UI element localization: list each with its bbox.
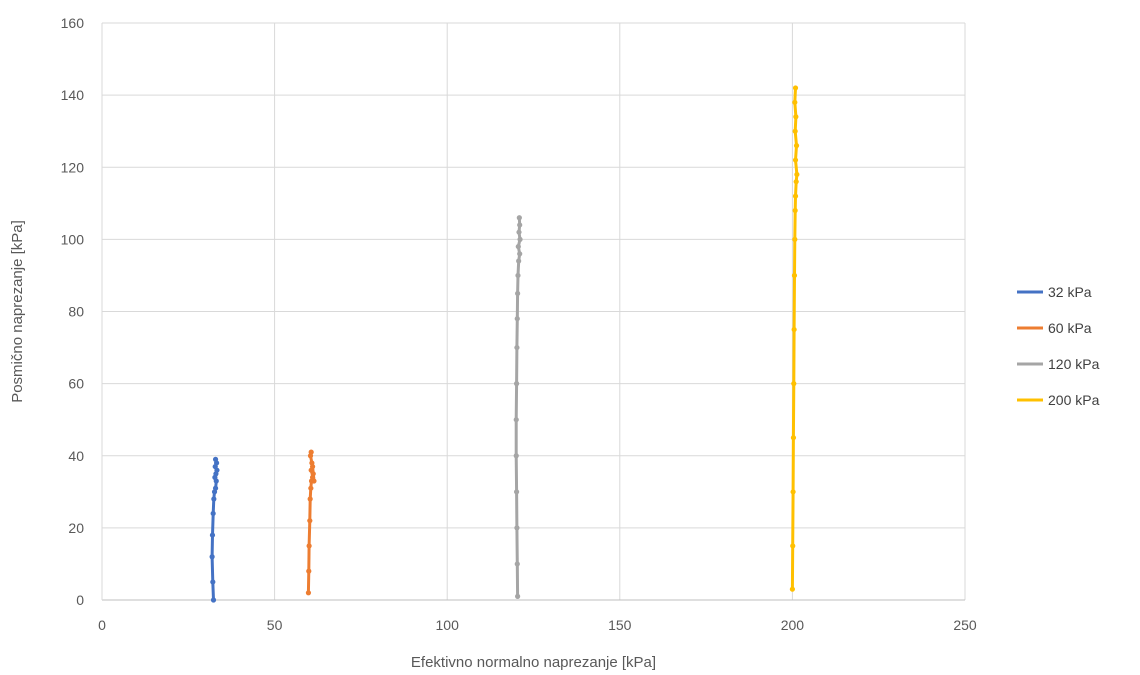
data-point — [210, 579, 216, 585]
legend-item: 32 kPa — [1017, 284, 1092, 300]
data-point — [793, 114, 799, 120]
x-tick-label: 50 — [267, 617, 283, 633]
data-point — [513, 417, 519, 423]
legend-item: 60 kPa — [1017, 320, 1092, 336]
axes — [101, 23, 965, 601]
data-point — [210, 597, 217, 603]
legend-label: 120 kPa — [1048, 356, 1100, 372]
x-axis-title: Efektivno normalno naprezanje [kPa] — [411, 654, 656, 671]
legend-label: 200 kPa — [1048, 392, 1100, 408]
legend-label: 32 kPa — [1048, 284, 1092, 300]
data-point — [515, 593, 521, 599]
y-axis-title: Posmično naprezanje [kPa] — [9, 220, 26, 403]
data-point — [517, 251, 523, 257]
x-tick-label: 200 — [781, 617, 805, 633]
data-point — [792, 207, 798, 214]
x-tick-label: 0 — [98, 617, 106, 633]
data-point — [514, 344, 520, 351]
data-point — [306, 568, 312, 574]
data-point — [311, 478, 317, 484]
data-point — [792, 193, 799, 199]
data-point — [794, 171, 800, 178]
y-tick-label: 20 — [68, 520, 84, 536]
data-point — [791, 272, 798, 279]
x-tick-label: 100 — [436, 617, 460, 633]
data-point — [515, 272, 521, 279]
y-tick-label: 140 — [61, 87, 85, 103]
series-2 — [513, 215, 523, 599]
data-point — [212, 456, 219, 462]
series-line — [790, 86, 799, 591]
data-point — [793, 179, 799, 185]
data-point — [309, 460, 315, 466]
gridlines — [102, 22, 966, 600]
data-point — [792, 128, 798, 134]
data-point — [514, 316, 520, 322]
data-point — [792, 236, 798, 242]
y-tick-label: 80 — [68, 304, 84, 320]
y-tick-label: 160 — [61, 15, 85, 31]
data-point — [513, 489, 520, 495]
data-point — [308, 485, 314, 491]
data-point — [792, 99, 798, 105]
data-point — [792, 157, 799, 163]
series-3 — [789, 85, 800, 592]
data-point — [516, 258, 522, 264]
data-point — [515, 290, 521, 297]
series-0 — [209, 456, 220, 603]
data-point — [516, 229, 522, 235]
data-point — [307, 496, 313, 502]
data-point — [209, 554, 215, 560]
data-point — [513, 453, 519, 459]
data-point — [790, 543, 796, 549]
data-point — [305, 590, 312, 596]
data-point — [210, 510, 216, 517]
y-tick-label: 0 — [76, 592, 84, 608]
data-point — [513, 381, 520, 387]
data-point — [514, 561, 520, 567]
data-point — [517, 236, 523, 242]
y-tick-label: 60 — [68, 376, 84, 392]
data-point — [792, 85, 799, 91]
data-point — [514, 525, 520, 531]
data-point — [517, 222, 523, 228]
data-point — [790, 435, 797, 441]
data-point — [515, 243, 521, 250]
data-point — [308, 449, 314, 455]
data-point — [790, 489, 796, 495]
data-point — [793, 143, 800, 149]
legend-label: 60 kPa — [1048, 320, 1092, 336]
x-tick-label: 250 — [953, 617, 977, 633]
y-tick-label: 120 — [61, 159, 85, 175]
data-point — [789, 586, 796, 592]
series-1 — [305, 449, 317, 596]
legend-item: 200 kPa — [1017, 392, 1100, 408]
data-point — [307, 518, 313, 524]
y-tick-label: 40 — [68, 448, 84, 464]
x-tick-label: 150 — [608, 617, 632, 633]
data-point — [516, 215, 522, 221]
data-point — [306, 543, 312, 549]
y-tick-label: 100 — [61, 231, 85, 247]
data-point — [791, 381, 797, 387]
data-point — [791, 326, 797, 333]
data-point — [209, 532, 216, 538]
legend: 32 kPa 60 kPa 120 kPa 200 kPa — [1017, 284, 1100, 408]
tick-labels: 0 20 40 60 80 100 120 140 160 0 50 100 150 200 250 — [61, 15, 977, 633]
data-point — [211, 496, 217, 502]
data-point — [212, 485, 219, 491]
plot-series — [209, 85, 800, 603]
legend-item: 120 kPa — [1017, 356, 1100, 372]
